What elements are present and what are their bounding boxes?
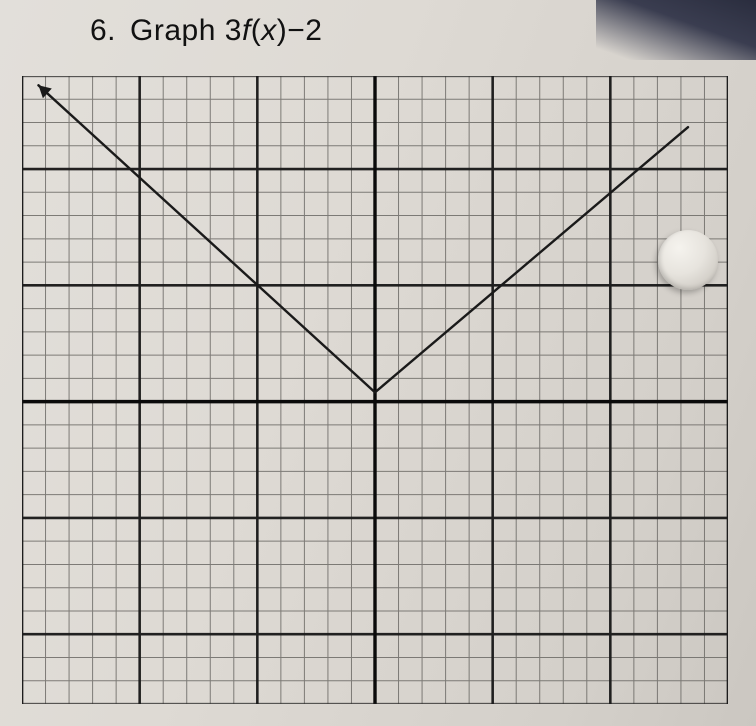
expr-tail: −2 [287,14,322,47]
expr-x: x [261,14,277,47]
expr-open: ( [251,14,262,47]
paper-hole [658,230,718,290]
question-number: 6. [90,14,116,47]
expr-coeff: 3 [225,14,242,47]
expr-f: f [242,14,251,47]
question-prefix: Graph [130,14,225,47]
graph-container [22,76,728,704]
corner-darkening [596,0,756,60]
question-header: 6. Graph 3f(x)−2 [90,14,323,48]
expr-close: ) [277,14,288,47]
graph-svg [22,76,728,704]
